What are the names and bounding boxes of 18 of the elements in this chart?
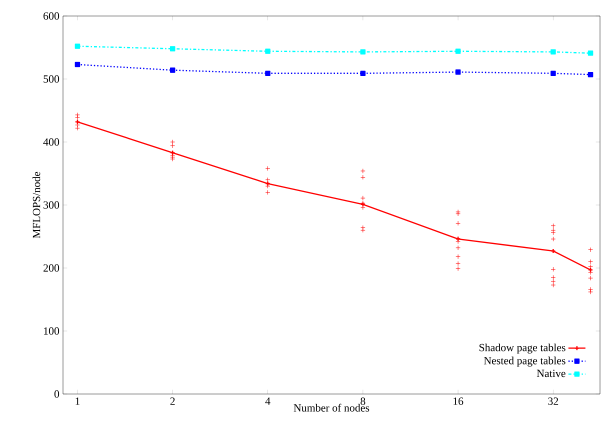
y-tick-label: 0: [54, 390, 60, 398]
x-tick-label: 8: [360, 398, 366, 405]
legend-label: Shadow page tables: [479, 344, 566, 354]
x-tick-label: 32: [548, 398, 558, 405]
y-tick-label: 200: [44, 264, 60, 272]
y-axis-title: MFLOPS/node: [32, 172, 40, 238]
legend-label: Native: [536, 370, 566, 378]
legend-label: Nested page tables: [484, 356, 566, 367]
x-tick-label: 1: [76, 398, 80, 405]
x-tick-label: 16: [454, 398, 464, 405]
y-tick-label: 400: [43, 138, 60, 146]
x-tick-label: 4: [265, 398, 270, 405]
x-tick-label: 2: [170, 398, 175, 405]
y-tick-label: 500: [44, 75, 60, 83]
y-tick-label: 300: [44, 201, 60, 209]
y-tick-label: 600: [44, 12, 60, 20]
y-tick-label: 100: [44, 327, 60, 335]
x-axis-title: Number of nodes: [294, 404, 370, 412]
